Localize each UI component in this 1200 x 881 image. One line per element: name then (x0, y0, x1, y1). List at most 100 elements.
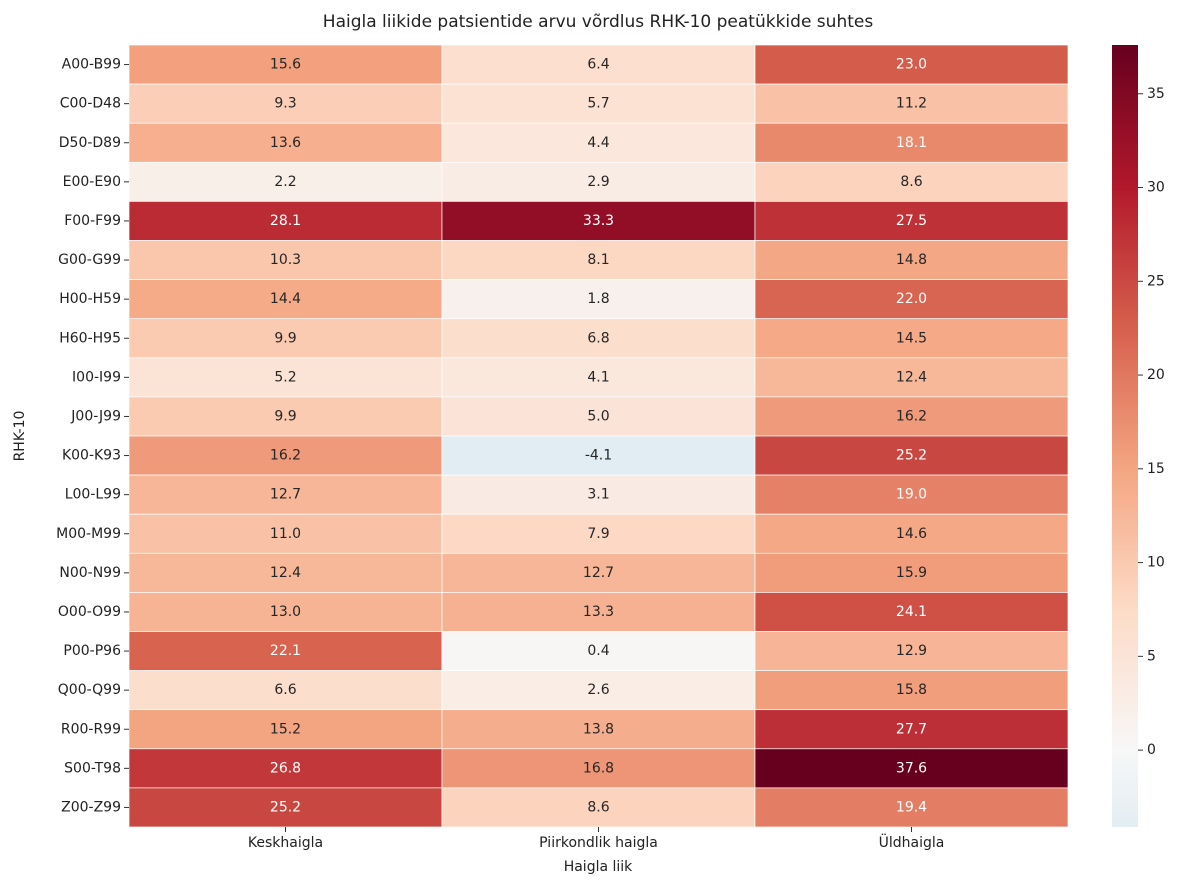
y-tick-label: I00-I99 (72, 369, 121, 385)
cell-label: -4.1 (585, 448, 612, 464)
heatmap-cell (441, 670, 756, 711)
y-tick-label: C00-D48 (60, 96, 121, 112)
cell-label: 2.9 (587, 174, 609, 190)
cell-label: 3.1 (587, 487, 609, 503)
cell-label: 22.0 (896, 291, 927, 307)
cell-label: 13.6 (270, 135, 301, 151)
cell-label: 2.6 (587, 682, 609, 698)
heatmap-cell (754, 279, 1069, 320)
heatmap-cell (754, 357, 1069, 398)
y-tick-label: S00-T98 (64, 760, 121, 776)
cell-label: 2.2 (274, 174, 296, 190)
y-tick-label: A00-B99 (62, 57, 121, 73)
heatmap-cell (441, 240, 756, 280)
y-tick-label: E00-E90 (63, 174, 121, 190)
heatmap-cell (754, 709, 1069, 750)
y-tick-label: D50-D89 (59, 135, 121, 151)
heatmap-cell (754, 44, 1069, 85)
y-tick-label: G00-G99 (58, 252, 121, 268)
heatmap-cell (754, 201, 1069, 241)
cell-label: 0.4 (587, 643, 609, 659)
colorbar (1112, 45, 1138, 827)
heatmap-cell (754, 83, 1069, 124)
cell-label: 14.6 (896, 526, 927, 542)
y-tick-label: Q00-Q99 (58, 682, 121, 698)
y-tick-label: O00-O99 (58, 604, 121, 620)
y-tick-label: H00-H59 (59, 291, 121, 307)
cell-label: 11.2 (896, 96, 927, 112)
heatmap-cell (441, 513, 756, 554)
cell-label: 8.1 (587, 252, 609, 268)
cell-label: 22.1 (270, 643, 301, 659)
cell-label: 10.3 (270, 252, 301, 268)
y-tick-label: J00-J99 (70, 408, 121, 424)
y-tick-label: H60-H95 (59, 330, 121, 346)
heatmap-cell (754, 513, 1069, 554)
heatmap-cell (754, 161, 1069, 202)
cell-label: 25.2 (896, 448, 927, 464)
cell-label: 37.6 (896, 760, 927, 776)
heatmap-cell (441, 279, 756, 320)
cell-label: 16.8 (583, 760, 614, 776)
cell-label: 14.8 (896, 252, 927, 268)
cell-label: 6.8 (587, 330, 609, 346)
y-tick-label: Z00-Z99 (61, 799, 121, 815)
heatmap-cell (754, 748, 1069, 789)
heatmap-cell (754, 396, 1069, 437)
cell-label: 12.4 (270, 565, 301, 581)
colorbar-tick-label: 30 (1147, 180, 1165, 196)
x-axis-label: Haigla liik (564, 859, 633, 875)
heatmap-cell (754, 240, 1069, 280)
y-tick-label: P00-P96 (63, 643, 121, 659)
cell-label: 23.0 (896, 57, 927, 73)
heatmap-cell (128, 240, 443, 280)
cell-label: 12.4 (896, 369, 927, 385)
cell-label: 12.7 (270, 487, 301, 503)
colorbar-tick-label: 35 (1147, 86, 1165, 102)
heatmap-cell (754, 318, 1069, 359)
cell-label: 25.2 (270, 799, 301, 815)
heatmap-cell (128, 44, 443, 85)
cell-label: 19.4 (896, 799, 927, 815)
heatmap-cell (754, 787, 1069, 828)
colorbar-tick-label: 15 (1147, 461, 1165, 477)
cell-label: 15.9 (896, 565, 927, 581)
y-tick-label: R00-R99 (61, 721, 121, 737)
cell-label: 15.8 (896, 682, 927, 698)
heatmap-cell (128, 357, 443, 398)
y-tick-label: F00-F99 (64, 213, 121, 229)
y-axis-label: RHK-10 (12, 411, 28, 462)
cell-label: 6.4 (587, 57, 609, 73)
cell-label: 27.5 (896, 213, 927, 229)
heatmap-cell (128, 513, 443, 554)
cell-label: 4.4 (587, 135, 609, 151)
cell-label: 16.2 (270, 448, 301, 464)
heatmap-cell (441, 44, 756, 85)
cell-label: 26.8 (270, 760, 301, 776)
cell-label: 15.6 (270, 57, 301, 73)
cell-label: 8.6 (587, 799, 609, 815)
chart-title: Haigla liikide patsientide arvu võrdlus … (323, 12, 874, 32)
cell-label: 1.8 (587, 291, 609, 307)
cell-label: 5.2 (274, 369, 296, 385)
y-tick-label: M00-M99 (56, 526, 121, 542)
x-tick-label: Keskhaigla (248, 835, 323, 851)
cell-label: 5.7 (587, 96, 609, 112)
y-tick-label: N00-N99 (59, 565, 121, 581)
colorbar-tick-label: 25 (1147, 273, 1165, 289)
colorbar-tick-label: 0 (1147, 742, 1156, 758)
heatmap-cell (754, 552, 1069, 593)
cell-label: 4.1 (587, 369, 609, 385)
cell-label: 13.0 (270, 604, 301, 620)
cell-label: 9.3 (274, 96, 296, 112)
cell-label: 24.1 (896, 604, 927, 620)
heatmap-cell (754, 474, 1069, 515)
heatmap-cell (441, 357, 756, 398)
cell-label: 33.3 (583, 213, 614, 229)
heatmap-cell (441, 631, 756, 671)
cell-label: 28.1 (270, 213, 301, 229)
x-tick-label: Üldhaigla (879, 833, 945, 851)
heatmap-cell (754, 435, 1069, 476)
heatmap-cell (128, 122, 443, 163)
